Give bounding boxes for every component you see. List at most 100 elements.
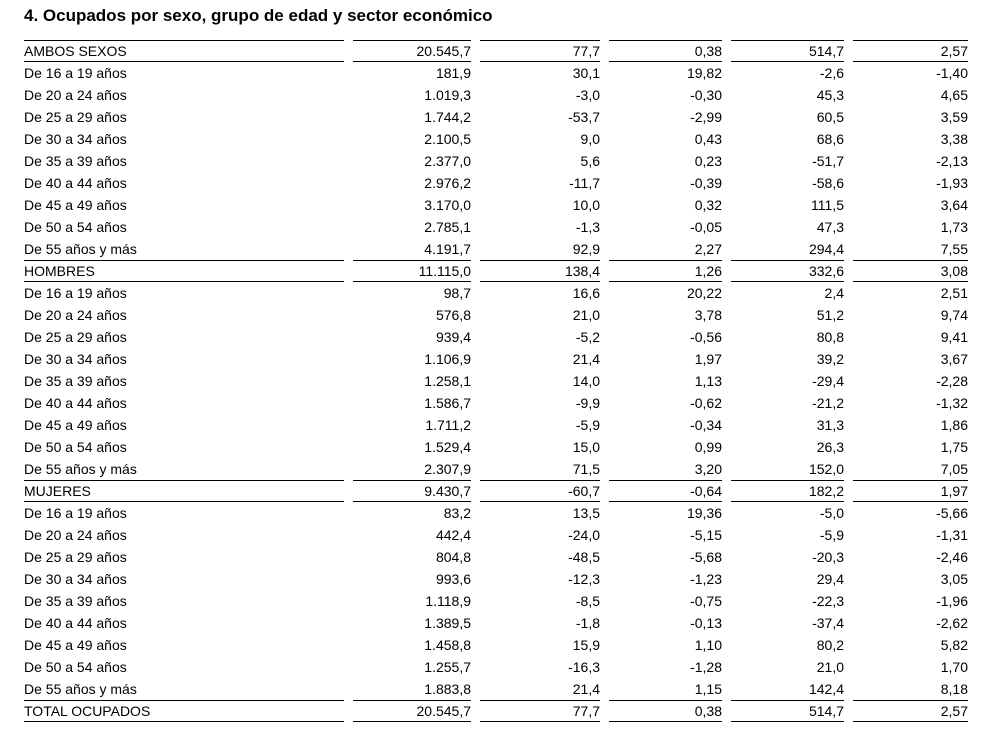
cell-value: 19,82 <box>686 65 722 81</box>
cell-value: 3,64 <box>940 197 968 213</box>
cell-value: 8,18 <box>940 681 968 697</box>
cell-value: 2.100,5 <box>424 131 471 147</box>
cell-value: -2,13 <box>936 153 968 169</box>
cell-value: 1,10 <box>694 637 722 653</box>
table-row: De 55 años y más 2.307,9 71,5 3,20 152,0 7,05 <box>24 458 968 480</box>
cell-value: 442,4 <box>435 527 471 543</box>
table-row: De 40 a 44 años 2.976,2 -11,7 -0,39 -58,6 -1,… <box>24 172 968 194</box>
cell-value: 20,22 <box>686 285 722 301</box>
cell-value: 1.389,5 <box>424 615 471 631</box>
row-label: De 40 a 44 años <box>24 395 127 411</box>
cell-value: -0,75 <box>690 593 722 609</box>
table-row: De 35 a 39 años 2.377,0 5,6 0,23 -51,7 -2,13 <box>24 150 968 172</box>
cell-value: 1,97 <box>694 351 722 367</box>
cell-value: 26,3 <box>816 439 844 455</box>
cell-value: 4,65 <box>940 87 968 103</box>
cell-value: -9,9 <box>575 395 600 411</box>
cell-value: -2,62 <box>936 615 968 631</box>
cell-value: 11.115,0 <box>353 260 471 282</box>
cell-value: 21,4 <box>572 681 600 697</box>
cell-value: -1,8 <box>575 615 600 631</box>
cell-value: 138,4 <box>480 260 600 282</box>
cell-value: 2.785,1 <box>424 219 471 235</box>
row-label: De 45 a 49 años <box>24 197 127 213</box>
table-row: De 45 a 49 años 1.458,8 15,9 1,10 80,2 5,82 <box>24 634 968 656</box>
cell-value: 10,0 <box>572 197 600 213</box>
cell-value: -8,5 <box>575 593 600 609</box>
cell-value: 71,5 <box>572 461 600 477</box>
cell-value: 3,20 <box>694 461 722 477</box>
cell-value: -0,13 <box>690 615 722 631</box>
cell-value: 20.545,7 <box>353 40 471 62</box>
table-row: De 50 a 54 años 1.529,4 15,0 0,99 26,3 1,75 <box>24 436 968 458</box>
row-label: TOTAL OCUPADOS <box>24 700 344 722</box>
cell-value: -1,93 <box>936 175 968 191</box>
cell-value: 514,7 <box>731 700 844 722</box>
cell-value: 939,4 <box>435 329 471 345</box>
cell-value: -58,6 <box>812 175 844 191</box>
section-row: HOMBRES 11.115,0 138,4 1,26 332,6 3,08 <box>24 260 968 282</box>
cell-value: -12,3 <box>568 571 600 587</box>
cell-value: 0,38 <box>609 40 722 62</box>
table-row: De 16 a 19 años 83,2 13,5 19,36 -5,0 -5,66 <box>24 502 968 524</box>
cell-value: 1.458,8 <box>424 637 471 653</box>
table-row: De 20 a 24 años 576,8 21,0 3,78 51,2 9,74 <box>24 304 968 326</box>
cell-value: 1.118,9 <box>425 593 471 609</box>
cell-value: -2,6 <box>819 65 844 81</box>
employment-table: AMBOS SEXOS 20.545,7 77,7 0,38 514,7 2,57 De 1… <box>15 40 977 722</box>
cell-value: 19,36 <box>686 505 722 521</box>
cell-value: -2,46 <box>936 549 968 565</box>
table-row: De 25 a 29 años 804,8 -48,5 -5,68 -20,3 -2,46 <box>24 546 968 568</box>
cell-value: -37,4 <box>812 615 844 631</box>
cell-value: 2.377,0 <box>424 153 471 169</box>
cell-value: 1.255,7 <box>424 659 471 675</box>
cell-value: 21,4 <box>572 351 600 367</box>
row-label: De 55 años y más <box>24 681 137 697</box>
row-label: De 55 años y más <box>24 461 137 477</box>
cell-value: -29,4 <box>812 373 844 389</box>
row-label: De 30 a 34 años <box>24 571 127 587</box>
cell-value: -21,2 <box>812 395 844 411</box>
cell-value: 7,55 <box>940 241 968 257</box>
table-row: De 30 a 34 años 2.100,5 9,0 0,43 68,6 3,38 <box>24 128 968 150</box>
cell-value: 3.170,0 <box>424 197 471 213</box>
cell-value: 77,7 <box>480 700 600 722</box>
cell-value: -60,7 <box>480 480 600 502</box>
cell-value: -20,3 <box>812 549 844 565</box>
cell-value: 1,75 <box>940 439 968 455</box>
cell-value: 1.258,1 <box>424 373 471 389</box>
cell-value: 2,57 <box>853 40 968 62</box>
table-row: De 45 a 49 años 1.711,2 -5,9 -0,34 31,3 1,86 <box>24 414 968 436</box>
cell-value: -5,15 <box>690 527 722 543</box>
cell-value: 80,8 <box>816 329 844 345</box>
cell-value: -1,23 <box>690 571 722 587</box>
cell-value: 111,5 <box>811 197 844 213</box>
table-row: De 35 a 39 años 1.258,1 14,0 1,13 -29,4 -2,28 <box>24 370 968 392</box>
cell-value: 77,7 <box>480 40 600 62</box>
cell-value: 3,67 <box>940 351 968 367</box>
cell-value: -2,99 <box>690 109 722 125</box>
cell-value: 20.545,7 <box>353 700 471 722</box>
cell-value: -5,9 <box>575 417 600 433</box>
cell-value: 1.883,8 <box>424 681 471 697</box>
table-row: De 35 a 39 años 1.118,9 -8,5 -0,75 -22,3 -1,9… <box>24 590 968 612</box>
cell-value: 2,4 <box>824 285 844 301</box>
cell-value: 3,78 <box>694 307 722 323</box>
cell-value: -3,0 <box>575 87 600 103</box>
cell-value: 9,0 <box>580 131 600 147</box>
cell-value: -5,9 <box>819 527 844 543</box>
cell-value: 182,2 <box>731 480 844 502</box>
cell-value: 2,51 <box>940 285 968 301</box>
row-label: De 40 a 44 años <box>24 175 127 191</box>
section-row: AMBOS SEXOS 20.545,7 77,7 0,38 514,7 2,57 <box>24 40 968 62</box>
row-label: De 45 a 49 años <box>24 637 127 653</box>
section-row: TOTAL OCUPADOS 20.545,7 77,7 0,38 514,7 2,57 <box>24 700 968 722</box>
cell-value: 142,4 <box>808 681 844 697</box>
cell-value: 576,8 <box>435 307 471 323</box>
table-row: De 16 a 19 años 181,9 30,1 19,82 -2,6 -1,40 <box>24 62 968 84</box>
table-row: De 20 a 24 años 1.019,3 -3,0 -0,30 45,3 4,65 <box>24 84 968 106</box>
cell-value: -53,7 <box>568 109 600 125</box>
cell-value: 60,5 <box>816 109 844 125</box>
cell-value: 3,05 <box>940 571 968 587</box>
cell-value: 294,4 <box>808 241 844 257</box>
